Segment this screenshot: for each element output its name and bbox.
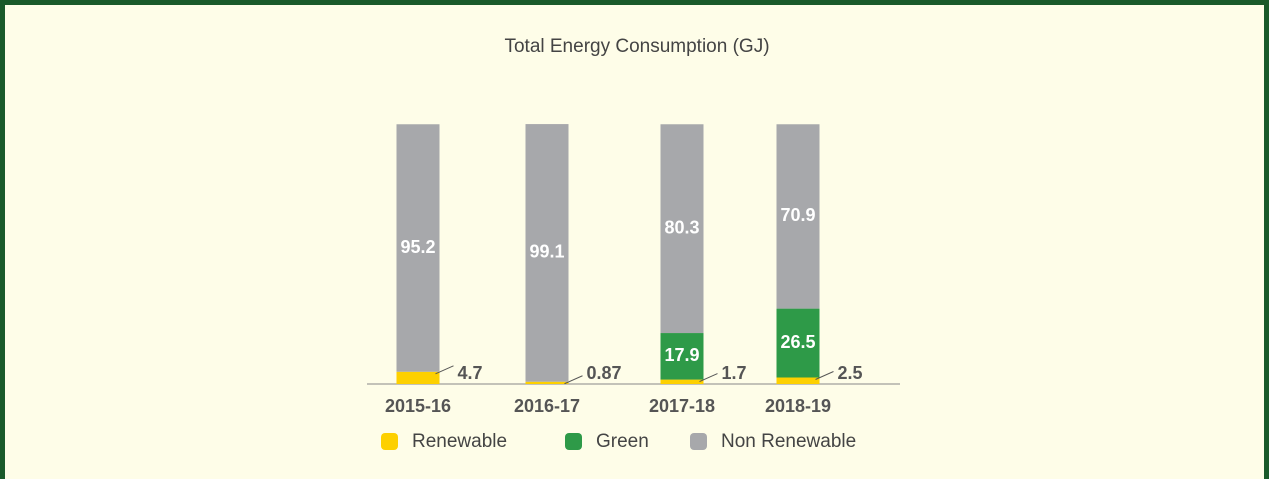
value-label: 26.5 xyxy=(780,332,815,352)
bar-segment xyxy=(396,124,440,372)
x-tick-label: 2016-17 xyxy=(514,396,580,416)
chart-title: Total Energy Consumption (GJ) xyxy=(504,36,769,57)
value-label: 0.87 xyxy=(587,363,622,383)
value-label: 95.2 xyxy=(400,237,435,257)
legend-label: Renewable xyxy=(412,431,507,452)
legend-label: Green xyxy=(596,431,649,452)
bar-segment xyxy=(396,371,440,384)
bar-segment xyxy=(525,124,569,382)
bar-segment xyxy=(776,124,820,309)
bar-segment xyxy=(660,333,704,380)
legend-swatch xyxy=(690,433,707,450)
value-label: 1.7 xyxy=(722,363,747,383)
leader-line xyxy=(815,371,834,380)
legend-swatch xyxy=(381,433,398,450)
bar-segment xyxy=(660,379,704,384)
x-tick-label: 2017-18 xyxy=(649,396,715,416)
legend-swatch xyxy=(565,433,582,450)
bar-segment xyxy=(525,381,569,384)
value-label: 17.9 xyxy=(664,345,699,365)
legend-label: Non Renewable xyxy=(721,431,856,452)
value-label: 4.7 xyxy=(458,363,483,383)
leader-line xyxy=(435,365,454,375)
value-label: 2.5 xyxy=(838,363,863,383)
value-label: 80.3 xyxy=(664,217,699,237)
bar-segment xyxy=(776,377,820,384)
x-tick-label: 2018-19 xyxy=(765,396,831,416)
bar-segment xyxy=(776,308,820,378)
value-label: 99.1 xyxy=(529,242,564,262)
leader-line xyxy=(699,373,718,383)
x-tick-label: 2015-16 xyxy=(385,396,451,416)
bar-segment xyxy=(660,124,704,334)
leader-line xyxy=(564,375,583,385)
value-label: 70.9 xyxy=(780,205,815,225)
chart: Total Energy Consumption (GJ) 4.7 95.2 201… xyxy=(367,36,900,452)
